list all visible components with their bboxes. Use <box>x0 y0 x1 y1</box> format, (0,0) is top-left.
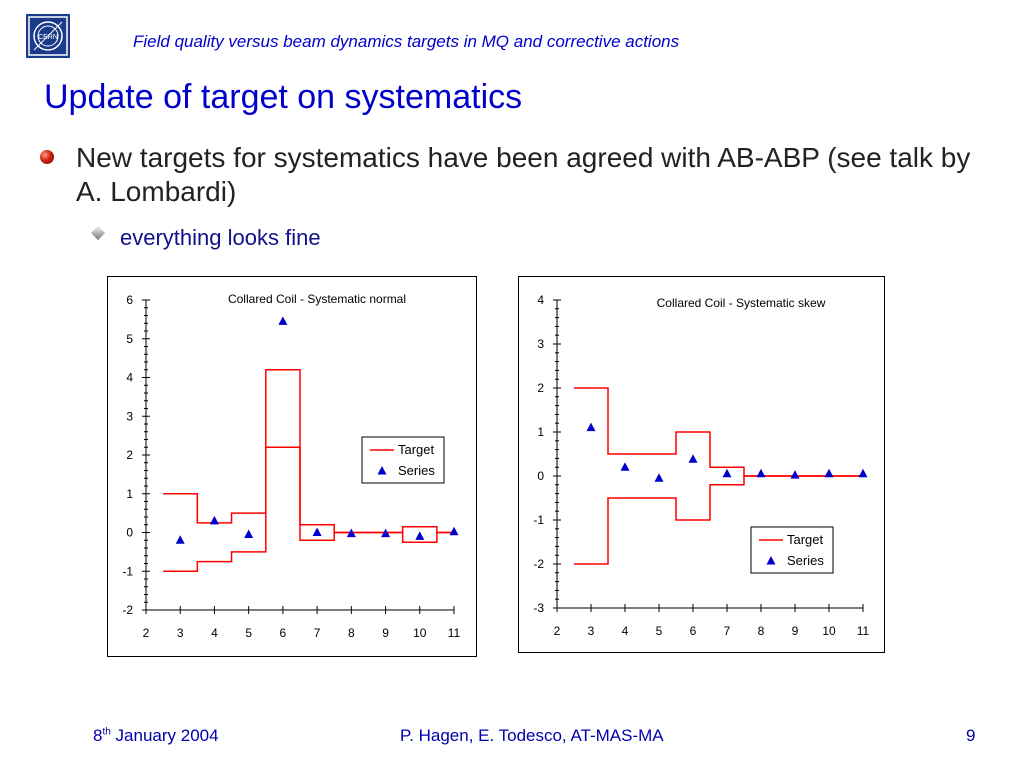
legend-series-swatch <box>766 556 776 565</box>
y-tick-label: 6 <box>126 293 133 307</box>
chart-skew: -3 -2 -1 0 1 2 3 4 2 3 4 5 6 7 8 9 10 11 Collared Coil - S… <box>533 293 870 638</box>
series-point <box>346 528 356 538</box>
series-point <box>415 531 425 540</box>
red-bullet-icon <box>40 150 54 164</box>
x-tick-label: 11 <box>857 624 870 638</box>
footer-date-suffix: th <box>102 726 111 738</box>
x-tick-label: 4 <box>622 624 629 638</box>
x-tick-label: 2 <box>554 624 561 638</box>
chart-normal-frame: -2 -1 0 1 2 3 4 5 6 2 3 4 5 6 7 8 9 10 11 Collared Coil - S… <box>107 276 477 657</box>
bullet-text-secondary: everything looks fine <box>120 225 321 250</box>
series-point <box>654 473 664 482</box>
series-point <box>824 468 834 478</box>
page-title: Update of target on systematics <box>44 78 523 116</box>
y-tick-label: 0 <box>126 526 133 540</box>
y-tick-label: -1 <box>122 564 133 578</box>
x-tick-label: 10 <box>413 626 427 640</box>
footer-date-day: 8 <box>93 726 103 745</box>
series-point <box>244 529 254 538</box>
footer-date-rest: January 2004 <box>110 726 219 745</box>
x-tick-label: 11 <box>448 626 461 640</box>
legend-series-label: Series <box>398 463 435 478</box>
x-tick-label: 2 <box>143 626 150 640</box>
series-point <box>756 468 766 478</box>
x-tick-label: 7 <box>724 624 731 638</box>
legend-target-label: Target <box>398 442 435 457</box>
y-tick-label: 1 <box>126 487 133 501</box>
x-tick-label: 7 <box>314 626 321 640</box>
x-tick-label: 9 <box>792 624 799 638</box>
x-tick-label: 10 <box>822 624 836 638</box>
y-tick-label: 1 <box>537 425 544 439</box>
legend-box <box>750 526 834 574</box>
y-tick-label: -3 <box>533 601 544 615</box>
series-point <box>790 470 800 479</box>
diamond-bullet-icon <box>90 225 106 241</box>
legend-target-label: Target <box>787 532 824 547</box>
series-point <box>722 468 732 478</box>
x-tick-label: 9 <box>382 626 389 640</box>
legend-series-swatch <box>377 466 387 475</box>
cern-logo-text: CERN <box>38 34 58 41</box>
footer-authors: P. Hagen, E. Todesco, AT-MAS-MA <box>400 726 664 745</box>
series-point <box>620 462 630 471</box>
target-line-high <box>574 387 863 477</box>
legend-series-label: Series <box>787 553 824 568</box>
x-tick-label: 5 <box>656 624 663 638</box>
series-point <box>586 422 596 432</box>
chart-title: Collared Coil - Systematic skew <box>657 296 826 310</box>
x-tick-label: 4 <box>211 626 218 640</box>
chart-normal: -2 -1 0 1 2 3 4 5 6 2 3 4 5 6 7 8 9 10 11 Collared Coil - S… <box>122 292 461 640</box>
series-point <box>449 526 459 536</box>
series-point <box>688 454 698 463</box>
x-tick-label: 3 <box>177 626 184 640</box>
series-point <box>312 527 322 536</box>
page-number: 9 <box>966 726 976 745</box>
chart-skew-frame: -3 -2 -1 0 1 2 3 4 2 3 4 5 6 7 8 9 10 11 Collared Coil - S… <box>518 276 885 653</box>
chart-title: Collared Coil - Systematic normal <box>228 292 406 306</box>
y-tick-label: 2 <box>537 381 544 395</box>
x-tick-label: 5 <box>245 626 252 640</box>
series-point <box>278 316 288 325</box>
y-tick-label: 0 <box>537 469 544 483</box>
y-tick-label: -2 <box>122 603 133 617</box>
x-tick-label: 8 <box>348 626 355 640</box>
y-tick-label: 3 <box>537 337 544 351</box>
x-tick-label: 6 <box>280 626 287 640</box>
y-tick-label: -1 <box>533 513 544 527</box>
x-tick-label: 8 <box>758 624 765 638</box>
y-tick-label: 3 <box>126 409 133 423</box>
series-point <box>209 515 219 525</box>
target-line-low <box>574 475 863 565</box>
y-tick-label: 5 <box>126 332 133 346</box>
series-point <box>858 468 868 478</box>
footer-date: 8th January 2004 <box>93 726 219 746</box>
header-subtitle: Field quality versus beam dynamics targe… <box>133 32 680 51</box>
y-tick-label: 4 <box>126 371 133 385</box>
bullet-text-primary: New targets for systematics have been ag… <box>76 142 971 207</box>
y-tick-label: 4 <box>537 293 544 307</box>
cern-logo-icon: CERN <box>26 14 70 58</box>
legend-box <box>361 436 445 484</box>
series-point <box>381 528 391 538</box>
target-line-low <box>163 446 454 572</box>
y-tick-label: 2 <box>126 448 133 462</box>
series-point <box>175 535 185 544</box>
y-tick-label: -2 <box>533 557 544 571</box>
x-tick-label: 6 <box>690 624 697 638</box>
x-tick-label: 3 <box>588 624 595 638</box>
